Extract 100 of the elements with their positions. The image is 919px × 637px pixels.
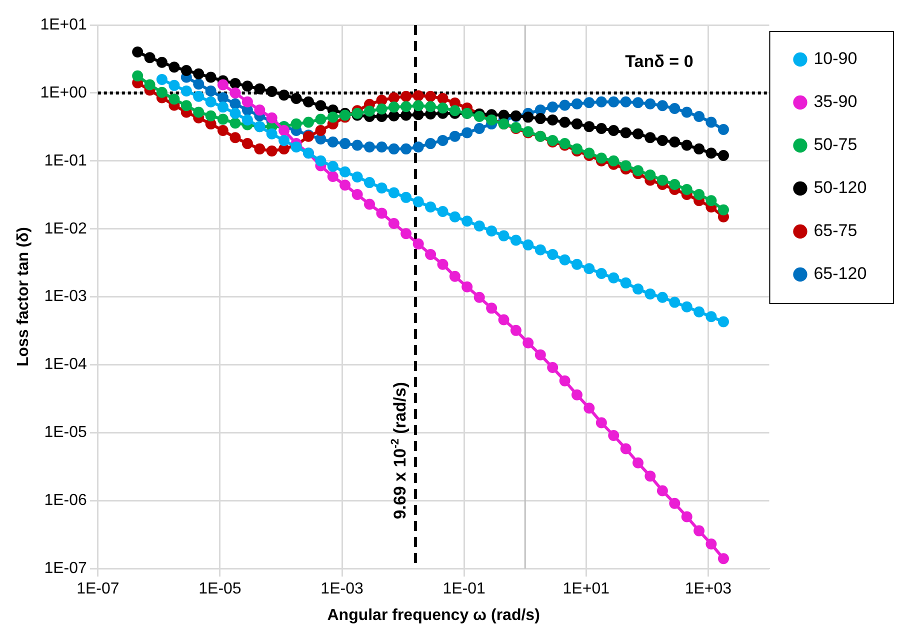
point [718, 204, 729, 216]
point [462, 127, 473, 138]
point [352, 140, 363, 151]
point [364, 198, 376, 210]
point [498, 230, 510, 242]
x-axis-title: Angular frequency ω (rad/s) [327, 606, 540, 624]
legend-label: 35-90 [814, 92, 886, 112]
point [315, 155, 326, 166]
point [584, 148, 595, 159]
point [547, 102, 558, 113]
point [644, 170, 656, 181]
x-tick-label: 1E-01 [442, 580, 486, 598]
point [706, 148, 717, 159]
point [656, 100, 668, 112]
y-tick-label: 1E-02 [44, 220, 88, 238]
point [706, 116, 717, 128]
y-tick-label: 1E-05 [44, 424, 88, 442]
x-tick-label: 1E+03 [684, 580, 732, 598]
point [571, 258, 582, 270]
point [620, 127, 632, 138]
point [644, 132, 656, 144]
point [217, 92, 228, 104]
point [388, 102, 400, 113]
point [217, 114, 228, 125]
legend-label: 65-75 [814, 221, 886, 240]
point [669, 136, 680, 148]
point [718, 316, 729, 328]
point [644, 98, 656, 110]
point [230, 118, 241, 129]
point [584, 121, 595, 132]
point [412, 196, 424, 208]
point [510, 324, 522, 336]
point [412, 100, 424, 112]
point [608, 430, 620, 441]
point [242, 80, 253, 92]
point [706, 195, 717, 206]
point [168, 80, 180, 91]
point [608, 155, 620, 166]
point [254, 83, 266, 94]
point [596, 152, 607, 164]
point [584, 97, 595, 108]
point [278, 90, 290, 101]
point [340, 166, 351, 178]
point [266, 128, 278, 140]
point [205, 110, 216, 122]
point [694, 306, 705, 318]
point [230, 132, 241, 144]
point [425, 90, 436, 102]
point [571, 118, 582, 130]
point [412, 90, 424, 102]
point [718, 124, 729, 135]
point [681, 184, 692, 195]
point [230, 78, 241, 89]
y-tick-label: 1E-03 [44, 288, 88, 306]
point [462, 216, 473, 227]
point [352, 171, 363, 182]
point [584, 402, 595, 414]
point [510, 234, 522, 246]
point [620, 96, 632, 108]
point [474, 292, 485, 303]
point [242, 96, 253, 108]
point [522, 112, 534, 123]
legend-label: 65-120 [814, 264, 896, 284]
point [205, 85, 216, 96]
point [706, 538, 717, 550]
point [168, 62, 180, 73]
point [193, 106, 204, 118]
point [144, 79, 156, 90]
point [656, 174, 668, 186]
point [559, 375, 570, 386]
point [302, 96, 314, 108]
point [632, 457, 644, 468]
point [644, 470, 656, 482]
point [632, 284, 644, 295]
point [400, 192, 412, 203]
point [412, 238, 424, 250]
point [571, 389, 582, 400]
point [205, 96, 216, 108]
point [449, 211, 460, 222]
point [669, 498, 680, 509]
point [425, 138, 436, 150]
point [327, 136, 338, 148]
point [608, 272, 620, 284]
point [315, 100, 326, 112]
point [706, 311, 717, 322]
point [620, 277, 632, 288]
point [596, 122, 607, 134]
point [400, 90, 412, 102]
point [144, 52, 156, 64]
point [340, 180, 351, 191]
point [437, 206, 448, 218]
point [400, 228, 412, 240]
point [290, 92, 302, 104]
point [620, 443, 632, 454]
y-tick-label: 1E-06 [44, 492, 88, 510]
point [522, 239, 534, 250]
point [193, 78, 204, 90]
x-tick-label: 1E+01 [562, 580, 610, 598]
point [376, 208, 388, 219]
point [547, 114, 558, 126]
